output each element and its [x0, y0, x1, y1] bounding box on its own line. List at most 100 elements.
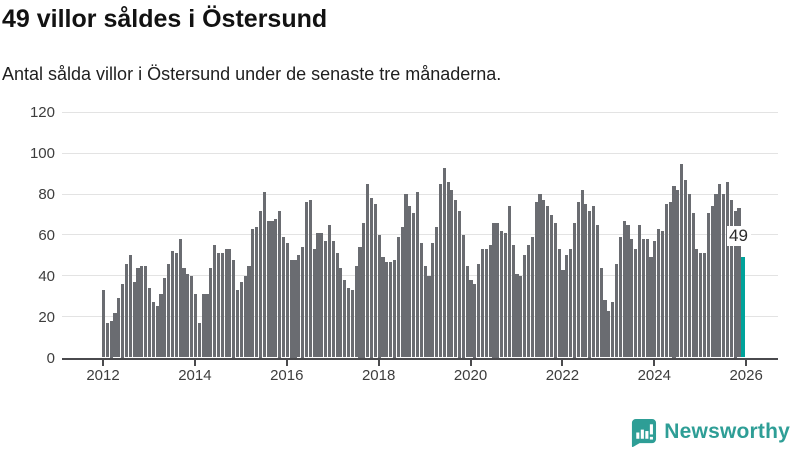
x-axis-tick-label: 2024 — [637, 366, 671, 384]
bar — [170, 251, 175, 358]
bar — [710, 206, 714, 358]
x-axis-tick-label: 2018 — [361, 366, 396, 384]
bar — [400, 226, 404, 358]
bar — [377, 235, 381, 358]
bar — [484, 249, 488, 358]
bar — [113, 312, 117, 358]
bar — [415, 192, 420, 358]
bar — [580, 190, 584, 358]
bar — [373, 204, 377, 358]
bar — [258, 210, 263, 358]
bar — [607, 310, 611, 358]
bar — [431, 243, 435, 358]
newsworthy-brand: Newsworthy — [630, 417, 790, 447]
bar — [618, 237, 622, 358]
bar — [680, 163, 684, 358]
bar — [691, 212, 695, 358]
bar — [695, 249, 699, 358]
bar — [297, 255, 301, 358]
bar — [622, 220, 626, 358]
x-axis-tick — [193, 359, 196, 366]
bar — [565, 255, 569, 358]
bar — [496, 222, 500, 358]
x-axis-tick-label: 2020 — [453, 366, 488, 384]
bar — [362, 222, 366, 358]
x-axis-tick — [285, 359, 288, 366]
y-axis-tick-label: 100 — [29, 145, 55, 163]
bar — [216, 253, 220, 358]
y-axis-tick-label: 20 — [38, 308, 55, 326]
gridline — [62, 111, 778, 113]
bar — [385, 261, 389, 358]
bar — [281, 237, 286, 358]
bar — [630, 239, 634, 358]
bar — [523, 255, 527, 358]
chart-subtitle: Antal sålda villor i Östersund under de … — [2, 64, 502, 84]
bar — [595, 224, 599, 358]
bar — [503, 232, 508, 358]
bar — [687, 194, 691, 358]
bar — [358, 247, 362, 358]
bar — [557, 249, 561, 358]
x-axis-tick — [469, 359, 472, 366]
bar — [664, 204, 668, 358]
bar — [404, 194, 408, 358]
bar — [147, 288, 152, 358]
bar — [144, 265, 148, 358]
bar — [576, 202, 580, 358]
bar — [465, 265, 469, 358]
bar — [668, 202, 672, 358]
bar — [354, 265, 358, 358]
bar — [676, 190, 680, 358]
bar — [699, 253, 703, 358]
bar — [121, 284, 125, 358]
bar — [255, 226, 259, 358]
bar — [538, 194, 542, 358]
bar — [327, 224, 331, 358]
page-title: 49 villor såldes i Östersund — [2, 5, 328, 33]
bar — [641, 239, 645, 358]
bar — [637, 224, 642, 358]
bar — [519, 275, 523, 358]
x-axis-tick — [653, 359, 656, 366]
bar — [733, 210, 737, 358]
bar — [611, 302, 615, 358]
bar — [461, 235, 465, 358]
bar — [442, 167, 446, 358]
bar — [167, 263, 171, 358]
bar — [389, 261, 393, 358]
bar — [480, 249, 485, 358]
bar — [515, 273, 519, 358]
bar — [718, 183, 722, 358]
bar — [289, 259, 293, 358]
plot-area: 0 20 40 60 80 100 120 2012 2014 2016 2018 2020 2022 2… — [29, 105, 778, 384]
bar — [128, 255, 132, 358]
bar — [102, 290, 106, 358]
bar — [435, 226, 439, 358]
bar — [626, 224, 630, 358]
x-axis-tick-label: 2026 — [729, 366, 763, 384]
bar — [714, 194, 718, 358]
bar — [274, 218, 278, 358]
bar — [224, 249, 228, 358]
bar — [534, 202, 538, 358]
bar — [209, 267, 213, 358]
bar — [511, 245, 515, 358]
bar — [725, 181, 730, 358]
bar — [381, 257, 385, 358]
bar — [178, 239, 182, 358]
bar-highlighted — [741, 257, 745, 358]
x-axis-tick-label: 2012 — [86, 366, 120, 384]
bar — [124, 263, 129, 358]
bar — [634, 249, 638, 358]
bar — [201, 294, 205, 358]
bar — [213, 245, 217, 358]
bar — [542, 200, 546, 358]
bar — [301, 247, 305, 358]
gridline — [62, 193, 778, 195]
bar — [653, 241, 657, 358]
bar — [308, 200, 312, 358]
bar — [488, 245, 492, 358]
bar — [235, 290, 240, 358]
